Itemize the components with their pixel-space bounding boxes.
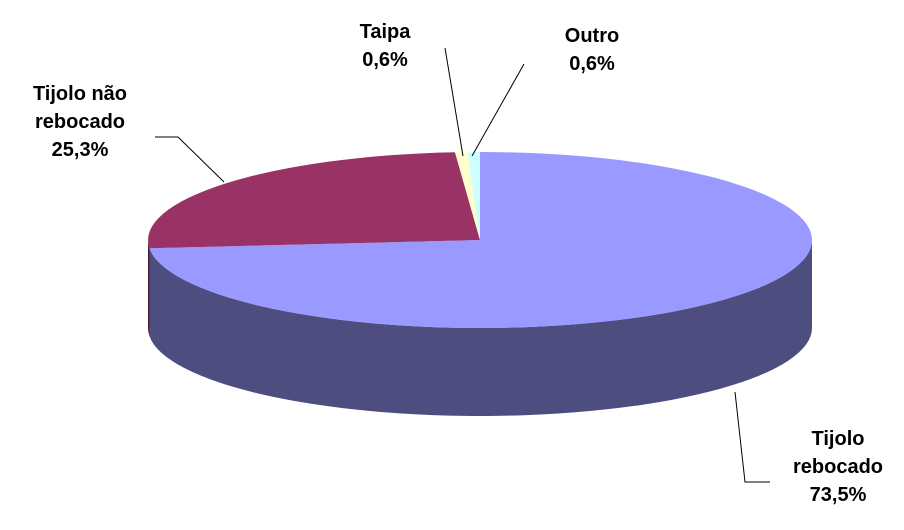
data-label: Tijolo rebocado 73,5% [768, 425, 904, 509]
value-label: 25,3% [51, 139, 109, 161]
leader-line [471, 63, 525, 157]
data-label: Taipa 0,6% [315, 18, 455, 74]
pie-slice [149, 152, 813, 328]
pie-slice [148, 152, 480, 249]
value-label: 73,5% [809, 484, 867, 506]
pie-side [149, 240, 812, 416]
pie-slice [454, 152, 480, 240]
data-label: Tijolo não rebocado 25,3% [10, 80, 150, 164]
value-label: 0,6% [362, 49, 408, 71]
category-label: Taipa [359, 21, 411, 43]
leader-line [155, 136, 225, 183]
leader-line [734, 391, 770, 483]
category-label: Outro [564, 25, 620, 47]
value-label: 0,6% [569, 53, 615, 75]
pie-slice [467, 152, 480, 240]
data-label: Outro 0,6% [522, 22, 662, 78]
leader-line [444, 47, 464, 157]
category-label: Tijolo não rebocado [32, 83, 128, 133]
pie-side [148, 240, 150, 337]
category-label: Tijolo rebocado [792, 428, 884, 478]
